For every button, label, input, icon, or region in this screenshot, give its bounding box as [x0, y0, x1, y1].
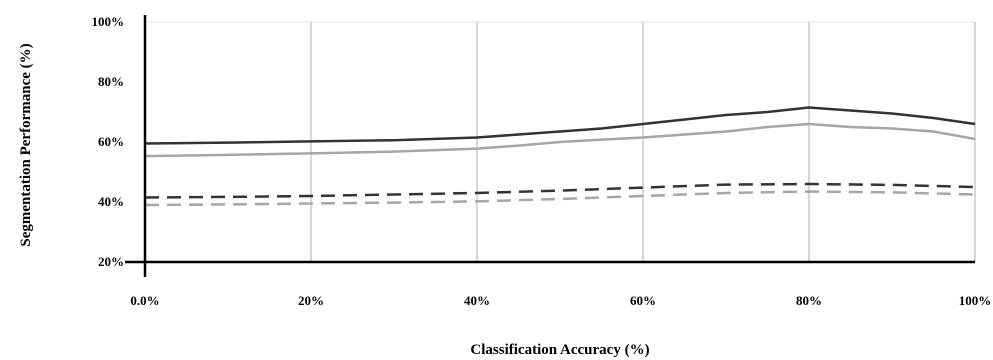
y-tick-label: 40%	[98, 194, 124, 209]
series-lines	[144, 106, 976, 207]
y-tick-label: 80%	[98, 74, 124, 89]
series-line-1	[144, 106, 976, 145]
x-tick-label: 0.0%	[130, 293, 159, 308]
axes	[125, 15, 975, 277]
y-axis-title: Segmentation Performance (%)	[18, 43, 34, 246]
tick-labels: 0.0% 20% 40% 60% 80% 100% 20% 40% 60% 80% 100%	[92, 14, 992, 308]
x-tick-label: 100%	[959, 293, 992, 308]
grid-lines	[144, 21, 976, 262]
y-tick-label: 100%	[92, 14, 125, 29]
x-tick-label: 20%	[298, 293, 324, 308]
series-line-3	[144, 182, 976, 199]
series-line-4	[144, 190, 976, 207]
y-tick-label: 20%	[98, 254, 124, 269]
y-tick-label: 60%	[98, 134, 124, 149]
x-tick-label: 60%	[630, 293, 656, 308]
x-axis-title: Classification Accuracy (%)	[470, 342, 649, 358]
x-tick-label: 80%	[796, 293, 822, 308]
x-tick-label: 40%	[464, 293, 490, 308]
series-line-2	[144, 122, 976, 158]
